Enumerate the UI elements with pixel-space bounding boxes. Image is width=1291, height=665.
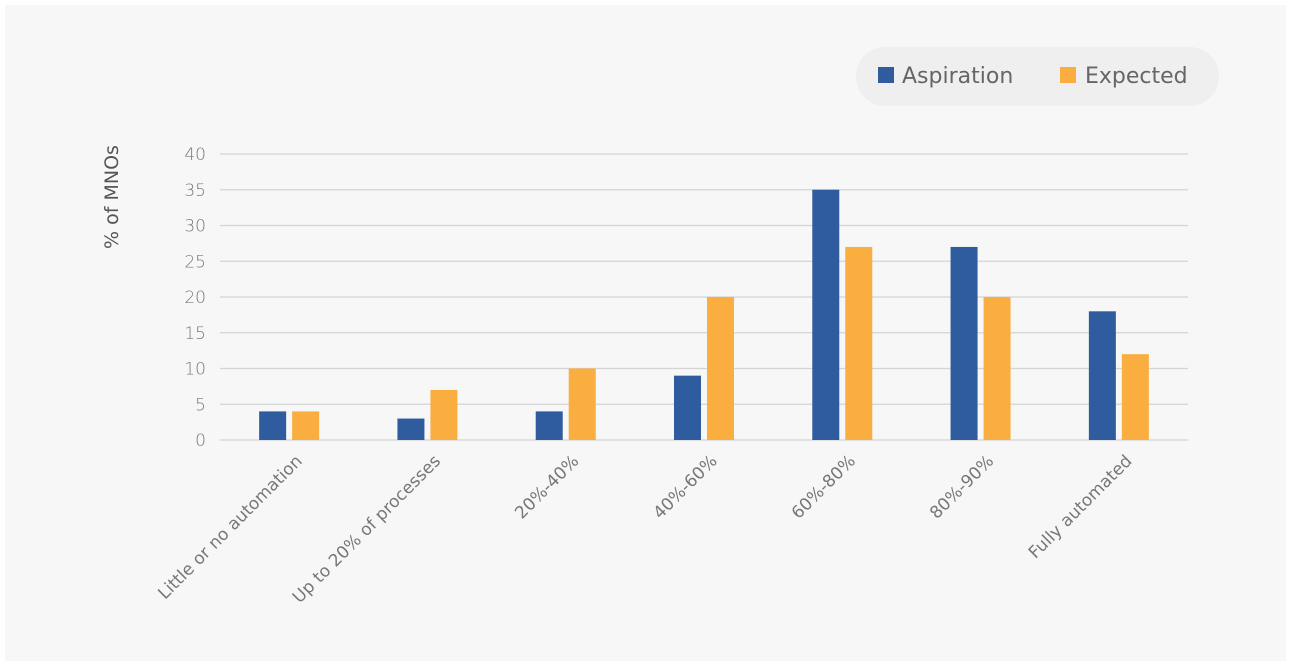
y-tick-label: 25 (184, 252, 206, 272)
x-tick-label: 20%-40% (511, 451, 583, 523)
bar-expected (430, 389, 458, 440)
y-tick-label: 30 (184, 217, 206, 237)
x-tick-label: Up to 20% of processes (289, 451, 445, 607)
bar-aspiration (397, 418, 425, 440)
bar-aspiration (259, 411, 287, 440)
bar-layer (259, 189, 1149, 440)
legend-swatch-expected (1060, 67, 1076, 83)
bar-chart: Aspiration Expected % of MNOs 0 5 10 15 20 25… (101, 47, 1219, 607)
bar-aspiration (812, 189, 840, 440)
bar-expected (568, 368, 596, 440)
bar-aspiration (1088, 311, 1116, 440)
bar-expected (707, 297, 734, 440)
bar-expected (983, 297, 1011, 440)
x-tick-label: Fully automated (1025, 451, 1137, 563)
bar-expected (1121, 354, 1149, 440)
y-tick-label: 40 (184, 145, 206, 165)
x-tick-label: 80%-90% (926, 451, 998, 523)
y-axis-title: % of MNOs (101, 145, 123, 249)
legend-swatch-aspiration (878, 67, 894, 83)
x-tick-label: 60%-80% (788, 451, 860, 523)
y-tick-label: 35 (184, 181, 206, 201)
bar-aspiration (950, 246, 978, 440)
x-tick-label: 40%-60% (650, 451, 722, 523)
y-tick-label: 5 (195, 395, 206, 415)
y-tick-label: 0 (195, 431, 206, 451)
chart-panel: Aspiration Expected % of MNOs 0 5 10 15 20 25… (5, 5, 1286, 661)
bar-aspiration (535, 411, 563, 440)
legend-label-expected: Expected (1085, 64, 1188, 89)
bar-expected (292, 411, 320, 440)
x-tick-label: Little or no automation (154, 451, 306, 603)
y-tick-label: 15 (184, 324, 206, 344)
y-axis-ticks: 0 5 10 15 20 25 30 35 40 (184, 145, 206, 451)
legend-background (856, 47, 1219, 106)
bar-aspiration (674, 375, 701, 440)
y-tick-label: 20 (184, 288, 206, 308)
bar-expected (845, 246, 873, 440)
grid-layer (220, 153, 1188, 441)
legend-label-aspiration: Aspiration (902, 64, 1013, 89)
y-tick-label: 10 (184, 360, 206, 380)
legend: Aspiration Expected (856, 47, 1219, 106)
